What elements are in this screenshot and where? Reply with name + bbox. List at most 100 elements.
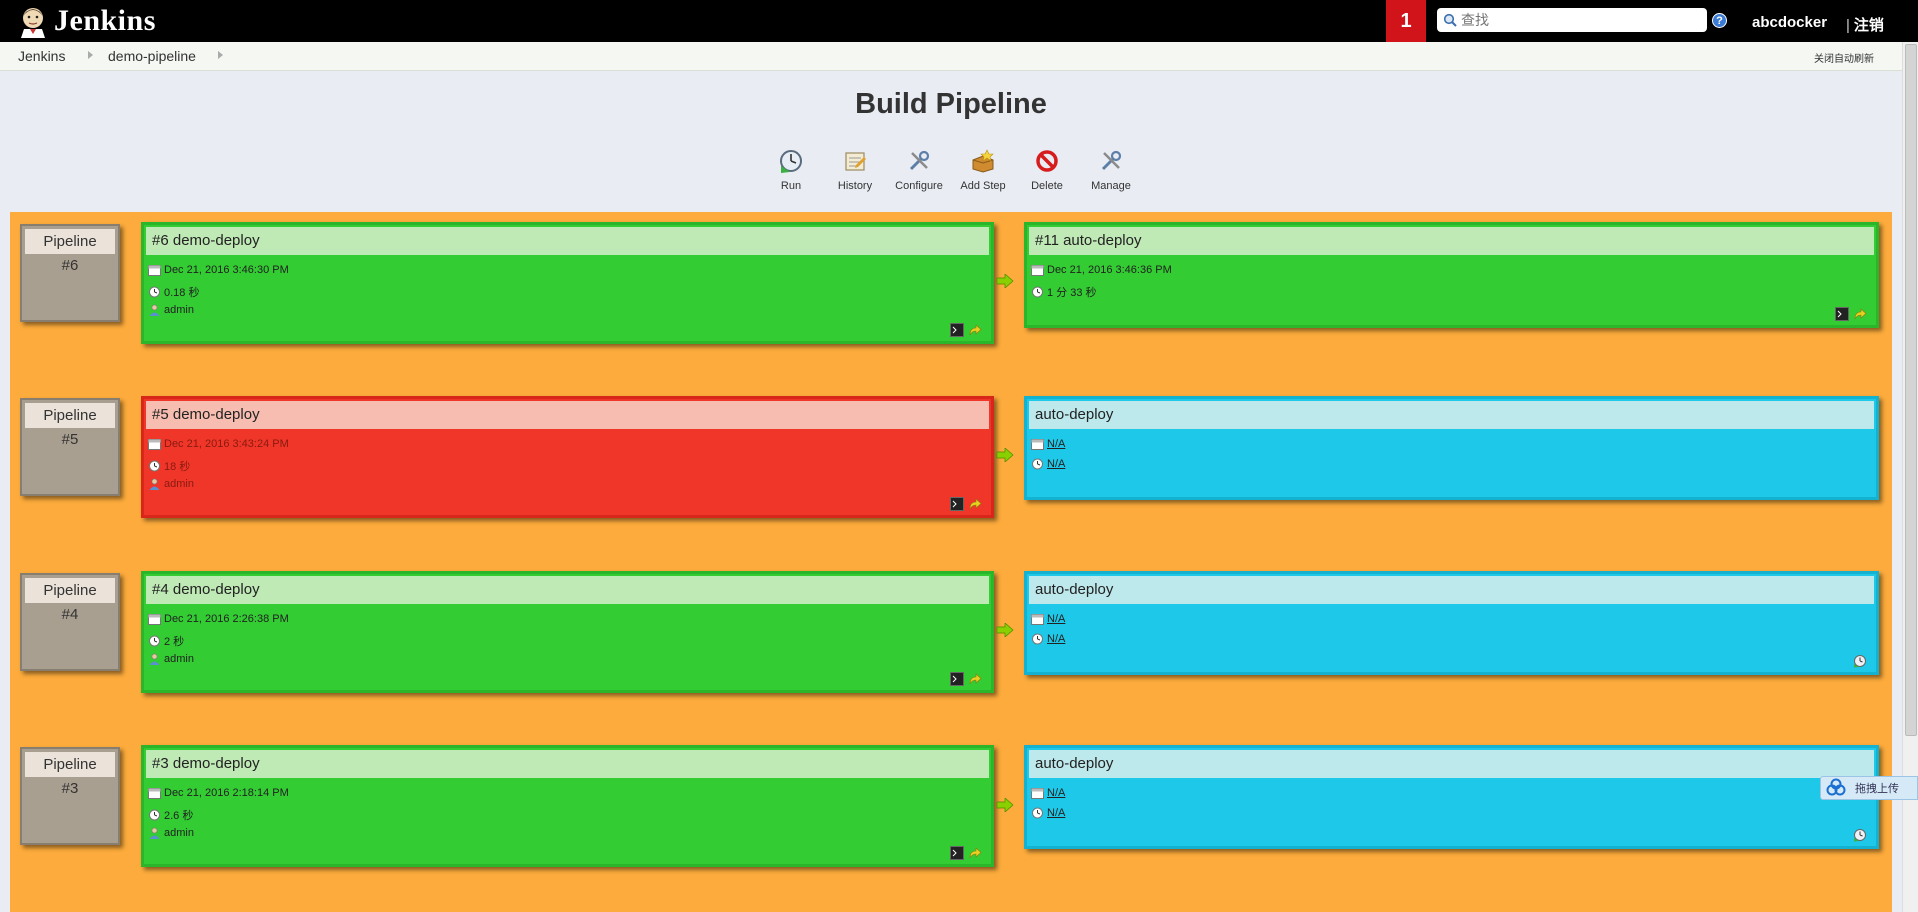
add-step-icon [972, 149, 994, 173]
build-card-auto-deploy[interactable]: auto-deploy N/A N/A [1024, 396, 1879, 500]
build-duration: 1 分 33 秒 [1031, 284, 1097, 300]
build-title[interactable]: auto-deploy [1029, 401, 1874, 429]
trigger-build-icon[interactable] [1853, 828, 1867, 842]
pipeline-label[interactable]: Pipeline #3 [20, 747, 120, 845]
history-label: History [837, 180, 873, 192]
calendar-icon [1031, 439, 1044, 450]
rebuild-icon[interactable] [968, 672, 982, 686]
cloud-upload-icon [1826, 778, 1846, 796]
drag-upload-label: 拖拽上传 [1855, 783, 1899, 795]
console-output-icon[interactable] [950, 323, 964, 337]
disable-auto-refresh-link[interactable]: 关闭自动刷新 [1814, 54, 1874, 65]
top-header: Jenkins 1 ? abcdocker |注销 [0, 0, 1918, 42]
configure-button[interactable]: Configure [894, 148, 944, 192]
pipeline-number: #6 [61, 257, 79, 274]
build-title[interactable]: auto-deploy [1029, 750, 1874, 778]
build-card-auto-deploy[interactable]: auto-deploy N/A N/A [1024, 571, 1879, 675]
pipeline-number: #5 [61, 431, 79, 448]
build-title[interactable]: #4 demo-deploy [146, 576, 989, 604]
build-duration: N/A [1031, 458, 1065, 470]
clock-icon [149, 286, 160, 298]
breadcrumb-arrow-icon[interactable] [88, 51, 93, 59]
build-date: Dec 21, 2016 2:26:38 PM [148, 613, 289, 625]
drag-upload-widget[interactable]: 拖拽上传 [1820, 776, 1918, 800]
delete-label: Delete [1031, 180, 1063, 192]
build-date-text: N/A [1047, 613, 1066, 625]
delete-icon [1036, 150, 1058, 172]
trigger-build-icon[interactable] [1853, 654, 1867, 668]
build-card-auto-deploy[interactable]: auto-deploy N/A N/A [1024, 745, 1879, 849]
vertical-scrollbar[interactable] [1902, 42, 1918, 912]
calendar-icon [1031, 614, 1044, 625]
notification-badge[interactable]: 1 [1386, 0, 1426, 42]
breadcrumb-arrow-icon[interactable] [218, 51, 223, 59]
pipeline-number: #4 [61, 606, 79, 623]
build-date: Dec 21, 2016 2:18:14 PM [148, 787, 289, 799]
rebuild-icon[interactable] [1853, 307, 1867, 321]
search-icon [1443, 13, 1457, 27]
build-date-text: N/A [1047, 787, 1066, 799]
pipeline-label-text: Pipeline [25, 229, 115, 254]
build-duration: 2 秒 [148, 633, 184, 649]
user-icon [149, 827, 160, 839]
run-icon [780, 150, 802, 173]
delete-button[interactable]: Delete [1022, 148, 1072, 192]
breadcrumb-jenkins[interactable]: Jenkins [18, 48, 66, 64]
rebuild-icon[interactable] [968, 846, 982, 860]
build-date: Dec 21, 2016 3:46:30 PM [148, 264, 289, 276]
calendar-icon [1031, 265, 1044, 276]
build-user-text: admin [164, 304, 194, 316]
build-card-demo-deploy[interactable]: #4 demo-deploy Dec 21, 2016 2:26:38 PM 2… [141, 571, 994, 693]
build-title[interactable]: #5 demo-deploy [146, 401, 989, 429]
build-user: admin [148, 304, 194, 316]
user-icon [149, 653, 160, 665]
build-title[interactable]: #3 demo-deploy [146, 750, 989, 778]
pipeline-label[interactable]: Pipeline #5 [20, 398, 120, 496]
manage-button[interactable]: Manage [1086, 148, 1136, 192]
clock-icon [149, 635, 160, 647]
run-button[interactable]: Run [766, 148, 816, 192]
user-link[interactable]: abcdocker [1752, 14, 1828, 31]
build-title[interactable]: #11 auto-deploy [1029, 227, 1874, 255]
clock-icon [149, 809, 160, 821]
logout-link[interactable]: | 注销 [1846, 14, 1884, 35]
pipeline-label[interactable]: Pipeline #6 [20, 224, 120, 322]
build-title[interactable]: #6 demo-deploy [146, 227, 989, 255]
jenkins-logo[interactable]: Jenkins [16, 4, 156, 38]
console-output-icon[interactable] [1835, 307, 1849, 321]
page-title: Build Pipeline [855, 88, 1047, 120]
build-date: Dec 21, 2016 3:43:24 PM [148, 438, 289, 450]
calendar-icon [148, 788, 161, 799]
build-duration: 18 秒 [148, 458, 190, 474]
breadcrumb-demo-pipeline[interactable]: demo-pipeline [108, 48, 196, 64]
calendar-icon [148, 614, 161, 625]
pipeline-label-text: Pipeline [25, 578, 115, 603]
build-card-demo-deploy[interactable]: #5 demo-deploy Dec 21, 2016 3:43:24 PM 1… [141, 396, 994, 518]
build-card-demo-deploy[interactable]: #3 demo-deploy Dec 21, 2016 2:18:14 PM 2… [141, 745, 994, 867]
add-step-button[interactable]: Add Step [958, 148, 1008, 192]
build-card-auto-deploy[interactable]: #11 auto-deploy Dec 21, 2016 3:46:36 PM … [1024, 222, 1879, 328]
build-card-demo-deploy[interactable]: #6 demo-deploy Dec 21, 2016 3:46:30 PM 0… [141, 222, 994, 344]
build-title[interactable]: auto-deploy [1029, 576, 1874, 604]
rebuild-icon[interactable] [968, 323, 982, 337]
build-duration-text: N/A [1047, 633, 1066, 645]
add-step-label: Add Step [960, 180, 1006, 192]
search-input[interactable] [1459, 11, 1683, 29]
build-duration-text: 2 秒 [164, 636, 185, 648]
build-duration: 0.18 秒 [148, 284, 199, 300]
search-box[interactable] [1437, 8, 1707, 32]
clock-icon [1032, 286, 1043, 298]
arrow-right-icon [996, 623, 1014, 637]
console-output-icon[interactable] [950, 846, 964, 860]
build-duration-text: 0.18 秒 [164, 287, 200, 299]
build-duration-text: N/A [1047, 807, 1066, 819]
build-date-text: Dec 21, 2016 2:26:38 PM [164, 613, 289, 625]
rebuild-icon[interactable] [968, 497, 982, 511]
console-output-icon[interactable] [950, 497, 964, 511]
build-user-text: admin [164, 478, 194, 490]
help-icon[interactable]: ? [1712, 13, 1727, 28]
console-output-icon[interactable] [950, 672, 964, 686]
history-button[interactable]: History [830, 148, 880, 192]
pipeline-label[interactable]: Pipeline #4 [20, 573, 120, 671]
scrollbar-thumb[interactable] [1905, 44, 1917, 736]
